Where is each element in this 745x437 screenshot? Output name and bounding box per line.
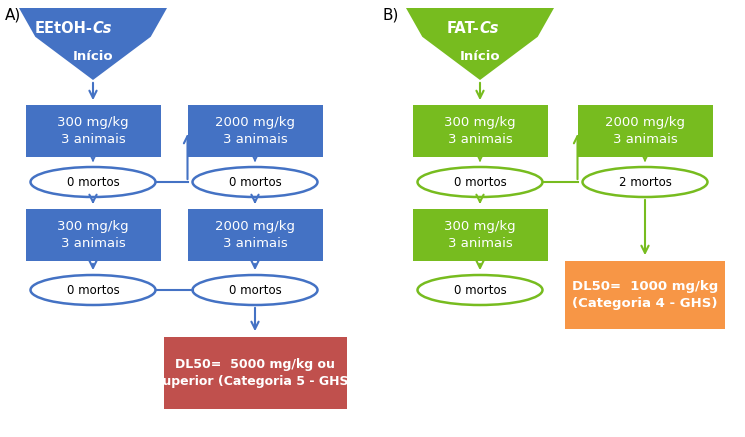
Text: 0 mortos: 0 mortos (66, 176, 119, 188)
Polygon shape (19, 8, 167, 80)
Polygon shape (406, 8, 554, 80)
FancyBboxPatch shape (163, 337, 346, 409)
FancyBboxPatch shape (565, 261, 725, 329)
FancyBboxPatch shape (577, 105, 712, 157)
FancyBboxPatch shape (413, 105, 548, 157)
Text: 0 mortos: 0 mortos (454, 176, 507, 188)
Text: 0 mortos: 0 mortos (454, 284, 507, 296)
FancyBboxPatch shape (188, 105, 323, 157)
FancyBboxPatch shape (188, 209, 323, 261)
Text: Início: Início (73, 50, 113, 63)
Text: 2000 mg/kg
3 animais: 2000 mg/kg 3 animais (605, 116, 685, 146)
Text: A): A) (5, 8, 22, 23)
Text: 0 mortos: 0 mortos (229, 176, 282, 188)
FancyBboxPatch shape (413, 209, 548, 261)
Text: 300 mg/kg
3 animais: 300 mg/kg 3 animais (57, 220, 129, 250)
Text: 0 mortos: 0 mortos (229, 284, 282, 296)
Text: 2 mortos: 2 mortos (618, 176, 671, 188)
Ellipse shape (583, 167, 708, 197)
Text: 2000 mg/kg
3 animais: 2000 mg/kg 3 animais (215, 116, 295, 146)
Text: 300 mg/kg
3 animais: 300 mg/kg 3 animais (444, 116, 516, 146)
Text: 300 mg/kg
3 animais: 300 mg/kg 3 animais (57, 116, 129, 146)
Text: DL50=  1000 mg/kg
(Categoria 4 - GHS): DL50= 1000 mg/kg (Categoria 4 - GHS) (572, 280, 718, 310)
Text: Cs: Cs (92, 21, 112, 36)
Text: Início: Início (460, 50, 501, 63)
Text: Cs: Cs (479, 21, 498, 36)
FancyBboxPatch shape (25, 209, 160, 261)
Ellipse shape (192, 167, 317, 197)
Text: 0 mortos: 0 mortos (66, 284, 119, 296)
FancyBboxPatch shape (25, 105, 160, 157)
Ellipse shape (31, 275, 156, 305)
Ellipse shape (31, 167, 156, 197)
Ellipse shape (417, 275, 542, 305)
Ellipse shape (192, 275, 317, 305)
Text: DL50=  5000 mg/kg ou
superior (Categoria 5 - GHS): DL50= 5000 mg/kg ou superior (Categoria … (155, 358, 355, 388)
Ellipse shape (417, 167, 542, 197)
Text: EEtOH-: EEtOH- (34, 21, 92, 36)
Text: 300 mg/kg
3 animais: 300 mg/kg 3 animais (444, 220, 516, 250)
Text: B): B) (383, 8, 399, 23)
Text: FAT-: FAT- (446, 21, 479, 36)
Text: 2000 mg/kg
3 animais: 2000 mg/kg 3 animais (215, 220, 295, 250)
